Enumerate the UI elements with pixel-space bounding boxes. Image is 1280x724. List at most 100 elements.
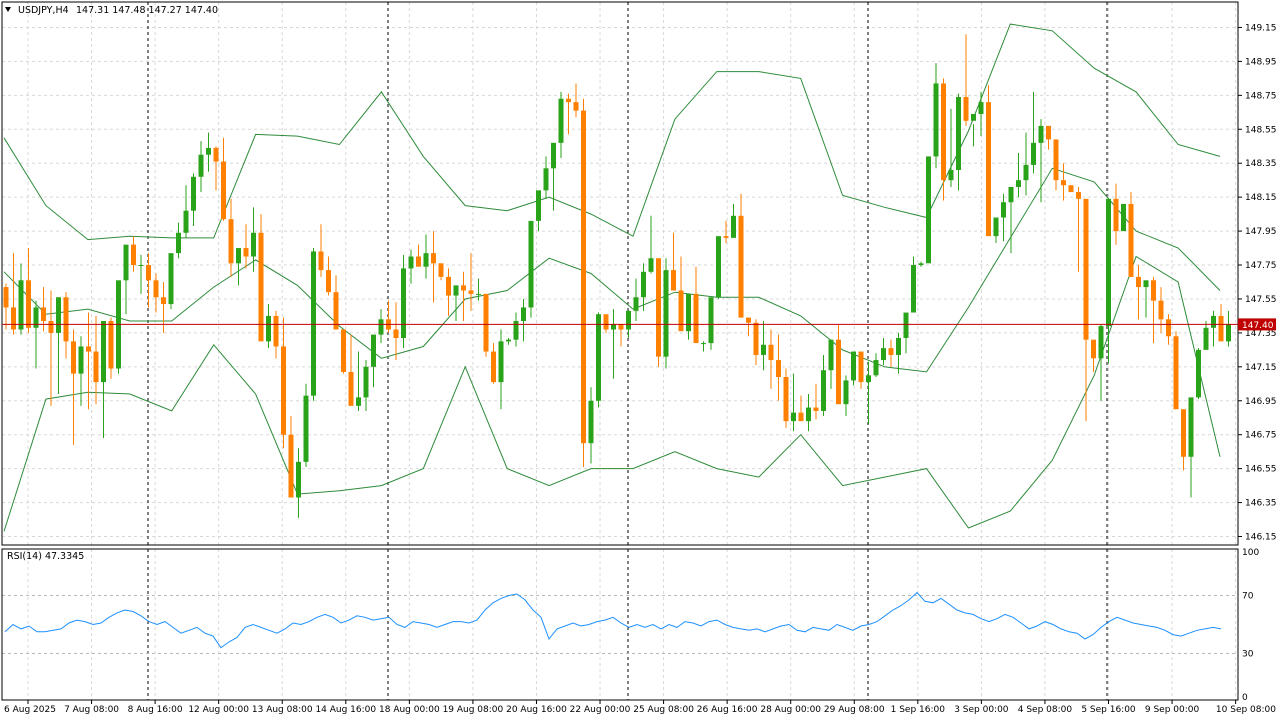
candle-body [956,97,961,170]
candle-body [476,293,481,295]
candle-body [251,232,256,257]
candle-body [228,219,234,264]
candle-body [363,366,369,398]
price-tick-label: 148.95 [1245,57,1277,67]
candle-body [528,220,534,308]
candle-body [453,285,459,296]
candle-body [281,346,286,435]
middle-band-line [3,167,1221,373]
candle-body [1226,324,1231,342]
time-tick-label: 26 Aug 16:00 [697,705,758,715]
candle-body [303,395,309,462]
rsi-line [4,591,1222,649]
current-price-marker [1238,318,1276,331]
candle-body [401,268,406,338]
candle-body [1121,203,1126,232]
price-tick-label: 146.95 [1245,397,1277,407]
candle-body [48,321,54,333]
candle-body [1106,198,1111,327]
price-tick-label: 148.15 [1245,193,1277,203]
candle-body [873,360,879,376]
candle-body [33,307,39,328]
candle-body [341,329,346,372]
price-tick-label: 146.15 [1245,533,1277,543]
time-tick-label: 9 Sep 00:00 [1145,705,1200,715]
candle-body [611,324,616,330]
candle-body [1151,280,1156,301]
candle-body [266,315,271,342]
candle-body [761,344,766,355]
candle-body [326,270,331,293]
candle-body [221,161,226,220]
time-tick-label: 12 Aug 00:00 [188,705,249,715]
candle-body [146,265,151,281]
candle-body [461,285,466,291]
candle-body [573,102,579,111]
candle-body [243,248,249,257]
candle-body [566,98,571,103]
candle-body [993,217,999,237]
bollinger-bands [3,23,1221,532]
candle-body [798,412,804,422]
lower-band-line [3,255,1221,532]
candle-body [648,258,654,272]
candle-body [311,251,316,396]
candle-body [626,310,631,330]
candle-body [258,232,264,342]
symbol-dropdown-icon[interactable] [5,7,11,12]
price-tick-label: 147.75 [1245,261,1277,271]
candle-body [738,215,744,318]
candle-body [161,297,166,305]
candle-body [903,312,909,338]
candle-body [1218,315,1224,342]
candle-body [656,258,661,357]
candle-body [581,110,586,444]
candle-body [1136,276,1141,288]
rsi-panel [2,591,1238,654]
candle-body [1038,125,1044,143]
candle-body [1008,186,1014,203]
candle-body [1098,326,1104,359]
candle-body [843,380,849,405]
price-tick-label: 148.75 [1245,91,1277,101]
candle-body [438,263,444,277]
candle-body [723,236,729,238]
candle-body [236,248,241,264]
price-tick-label: 146.55 [1245,465,1277,475]
candle-body [746,317,751,323]
time-tick-label: 19 Aug 08:00 [443,705,504,715]
candle-body [543,168,549,191]
time-tick-label: 29 Aug 08:00 [824,705,885,715]
candle-body [753,322,759,355]
candle-body [213,147,219,162]
candle-body [416,256,421,267]
candle-body [1143,280,1149,288]
candle-body [491,351,496,383]
price-tick-label: 148.55 [1245,125,1277,135]
price-tick-label: 147.15 [1245,363,1277,373]
candle-body [911,265,916,313]
candle-body [948,169,954,181]
time-tick-label: 10 Sep 08:00 [1216,705,1276,715]
candle-body [206,147,211,155]
candle-body [56,297,61,333]
time-tick-label: 18 Aug 00:00 [379,705,440,715]
price-tick-label: 146.75 [1245,431,1277,441]
candle-body [521,307,526,322]
candle-body [153,280,159,298]
candle-body [123,244,129,281]
candle-body [1061,180,1066,186]
candle-body [131,244,136,266]
candle-body [1001,202,1006,218]
candle-body [1076,192,1081,199]
candle-body [431,253,436,264]
upper-band-line [3,23,1221,241]
time-tick-label: 22 Aug 00:00 [570,705,631,715]
candle-body [288,434,294,498]
rsi-panel-frame [1,548,1239,701]
price-tick-label: 149.15 [1245,23,1277,33]
candle-body [1031,142,1036,165]
candle-body [783,377,789,422]
time-tick-label: 3 Sep 00:00 [954,705,1009,715]
